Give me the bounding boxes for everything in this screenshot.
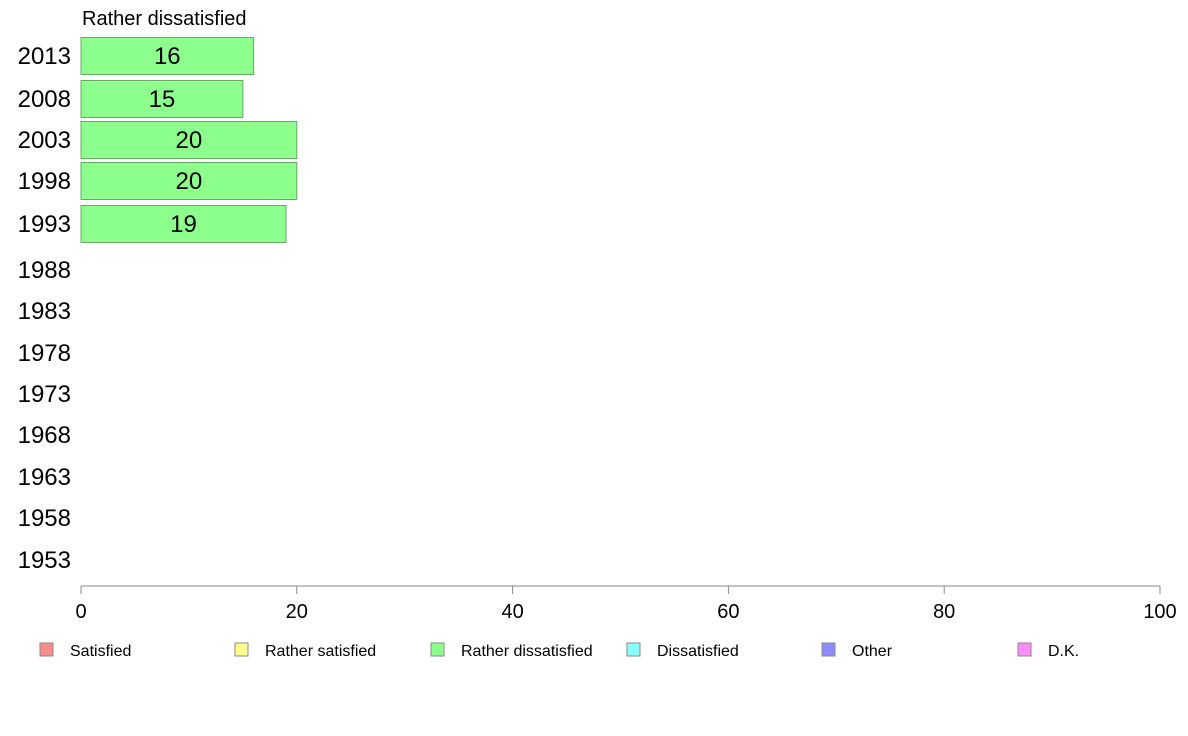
x-tick-label: 80 xyxy=(933,601,955,623)
y-tick-label: 1973 xyxy=(18,381,71,408)
y-tick-label: 2008 xyxy=(18,86,71,113)
y-tick-label: 2013 xyxy=(18,43,71,70)
legend-label: Other xyxy=(852,643,893,660)
bar xyxy=(80,162,298,200)
x-tick-label: 100 xyxy=(1143,601,1176,623)
y-tick-label: 1983 xyxy=(18,298,71,325)
legend-swatch xyxy=(430,642,445,657)
bar xyxy=(80,121,298,159)
y-tick-label: 2003 xyxy=(18,127,71,154)
y-tick-label: 1953 xyxy=(18,547,71,574)
y-tick-label: 1968 xyxy=(18,422,71,449)
bar xyxy=(80,205,287,243)
y-tick-label: 1988 xyxy=(18,257,71,284)
legend-swatch xyxy=(821,642,836,657)
legend-item: Other xyxy=(821,642,893,660)
y-tick-label: 1963 xyxy=(18,464,71,491)
bar-value-label: 16 xyxy=(154,43,181,70)
x-tick-label: 20 xyxy=(286,601,308,623)
legend-item: Dissatisfied xyxy=(626,642,739,660)
legend-swatch xyxy=(1017,642,1032,657)
bar xyxy=(80,37,255,75)
bar-value-label: 20 xyxy=(176,168,203,195)
legend-label: Rather dissatisfied xyxy=(461,643,593,660)
x-tick-label: 40 xyxy=(501,601,523,623)
y-tick-label: 1958 xyxy=(18,505,71,532)
legend-swatch xyxy=(626,642,641,657)
y-tick-label: 1998 xyxy=(18,168,71,195)
y-tick-label: 1993 xyxy=(18,211,71,238)
legend-item: Rather satisfied xyxy=(234,642,376,660)
bar-value-label: 20 xyxy=(176,127,203,154)
x-axis: 0 20 40 60 80 100 xyxy=(75,585,1177,623)
legend-item: Satisfied xyxy=(39,642,131,660)
y-tick-label: 1978 xyxy=(18,340,71,367)
legend-item: D.K. xyxy=(1017,642,1079,660)
bars-layer: 2013 16 2008 15 2003 20 1998 20 1993 19 1988 1983 19… xyxy=(18,37,298,574)
legend: Satisfied Rather satisfied Rather dissatis… xyxy=(39,642,1079,660)
x-tick-label: 0 xyxy=(75,601,86,623)
legend-label: D.K. xyxy=(1048,643,1079,660)
bar-value-label: 19 xyxy=(170,211,197,238)
legend-swatch xyxy=(39,642,54,657)
legend-item: Rather dissatisfied xyxy=(430,642,593,660)
legend-swatch xyxy=(234,642,249,657)
bar-value-label: 15 xyxy=(149,86,176,113)
legend-label: Rather satisfied xyxy=(265,643,376,660)
legend-label: Satisfied xyxy=(70,643,131,660)
legend-label: Dissatisfied xyxy=(657,643,739,660)
bar xyxy=(80,80,244,118)
chart-title: Rather dissatisfied xyxy=(82,8,247,30)
x-tick-label: 60 xyxy=(717,601,739,623)
